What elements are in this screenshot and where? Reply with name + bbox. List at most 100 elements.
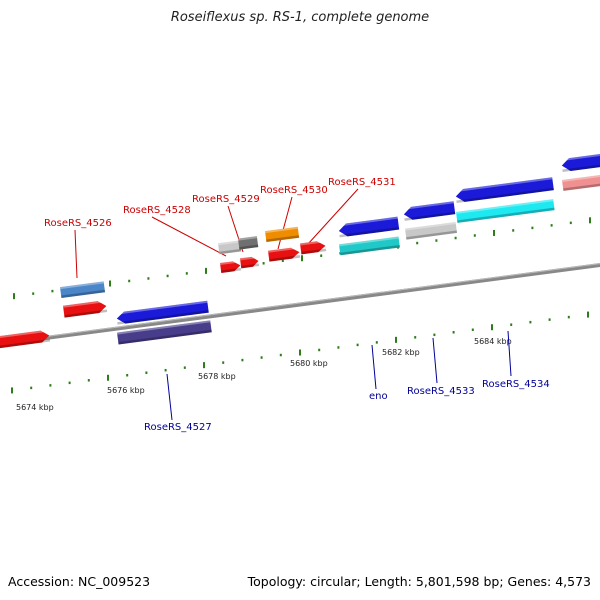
gene-feature[interactable] — [0, 329, 51, 349]
gene-features[interactable] — [0, 153, 600, 349]
gene-highlight — [403, 201, 454, 210]
gene-shadow — [456, 187, 554, 203]
gene-shadow — [301, 248, 327, 255]
gene-body — [300, 241, 326, 255]
gene-label-top: RoseRS_4530 — [260, 185, 328, 196]
scale-label: 5674 kbp — [16, 403, 54, 412]
gene-feature[interactable] — [338, 216, 400, 238]
scale-label: 5680 kbp — [290, 359, 328, 368]
gene-shadow — [220, 267, 242, 273]
gene-highlight — [218, 240, 241, 246]
gene-highlight — [60, 281, 104, 290]
gene-body — [405, 222, 457, 240]
gene-shadow — [457, 207, 555, 223]
leader-line-bottom — [166, 373, 173, 421]
gene-highlight — [240, 256, 259, 261]
gene-shadow — [64, 309, 108, 318]
scale-labels: 5674 kbp 5676 kbp 5678 kbp 5680 kbp 5682 kbp… — [16, 337, 512, 412]
gene-highlight — [339, 236, 399, 247]
gene-labels: RoseRS_4526RoseRS_4528RoseRS_4529RoseRS_… — [44, 177, 550, 433]
gene-highlight — [456, 199, 554, 214]
scale-label: 5682 kbp — [382, 348, 420, 357]
gene-shadow — [239, 244, 259, 250]
gene-body — [220, 261, 241, 273]
leader-line-top — [277, 196, 293, 250]
gene-body — [268, 247, 300, 262]
gene-feature[interactable] — [117, 320, 212, 345]
gene-feature[interactable] — [405, 222, 457, 240]
gene-body — [218, 240, 242, 255]
gene-feature[interactable] — [218, 240, 242, 255]
gene-feature[interactable] — [240, 256, 260, 269]
scale-label: 5678 kbp — [198, 372, 236, 381]
gene-feature[interactable] — [60, 281, 106, 299]
gene-highlight — [117, 320, 211, 335]
gene-body — [0, 330, 50, 349]
gene-body — [561, 153, 600, 171]
gene-body — [63, 301, 107, 318]
gene-feature[interactable] — [268, 246, 301, 262]
gene-highlight — [0, 329, 49, 339]
gene-feature[interactable] — [561, 153, 600, 173]
gene-body — [116, 300, 209, 324]
gene-feature[interactable] — [455, 177, 554, 203]
gene-body — [562, 174, 600, 191]
leader-line-top — [151, 216, 227, 257]
gene-label-top: RoseRS_4526 — [44, 218, 112, 229]
gene-body — [60, 281, 106, 299]
gene-shadow — [266, 235, 300, 243]
page-title: Roseiflexus sp. RS-1, complete genome — [170, 10, 430, 25]
gene-body — [456, 199, 555, 223]
gene-shadow — [339, 227, 400, 238]
gene-body — [338, 216, 400, 237]
gene-highlight — [562, 174, 600, 182]
gene-label-top: RoseRS_4529 — [192, 194, 260, 205]
gene-shadow — [61, 289, 106, 299]
gene-feature[interactable] — [63, 300, 108, 318]
backbone-line — [0, 263, 600, 346]
genome-backbone — [0, 263, 600, 346]
gene-label-bottom: eno — [369, 391, 388, 402]
gene-feature[interactable] — [562, 174, 600, 191]
scale-label: 5684 kbp — [474, 337, 512, 346]
gene-feature[interactable] — [116, 300, 209, 325]
gene-shadow — [240, 263, 260, 269]
gene-highlight — [265, 226, 298, 234]
gene-shadow — [117, 310, 209, 325]
gene-body — [117, 320, 212, 345]
gene-feature[interactable] — [220, 260, 242, 273]
backbone-highlight — [0, 263, 600, 344]
gene-body — [265, 226, 300, 243]
leader-line-top — [74, 229, 78, 279]
gene-label-bottom: RoseRS_4534 — [482, 379, 550, 390]
gene-highlight — [300, 240, 326, 246]
gene-highlight — [268, 246, 299, 253]
gene-body — [455, 177, 554, 202]
gene-feature[interactable] — [456, 199, 555, 223]
leader-line-bottom — [507, 330, 512, 377]
leader-line-top — [307, 188, 359, 245]
gene-shadow — [404, 211, 456, 221]
gene-feature[interactable] — [265, 226, 300, 243]
gene-highlight — [338, 216, 398, 227]
leader-line-bottom — [371, 344, 377, 390]
gene-body — [403, 201, 456, 220]
gene-highlight — [455, 177, 553, 193]
leader-line-bottom — [432, 337, 438, 384]
scale-label: 5676 kbp — [107, 386, 145, 395]
gene-feature[interactable] — [339, 236, 400, 256]
gene-label-bottom: RoseRS_4533 — [407, 386, 475, 397]
gene-body — [238, 236, 259, 250]
leader-lines — [74, 188, 512, 421]
gene-feature[interactable] — [403, 201, 456, 221]
gene-shadow — [563, 182, 600, 191]
gene-shadow — [562, 163, 600, 173]
gene-feature[interactable] — [300, 240, 327, 255]
gene-shadow — [219, 248, 242, 255]
gene-feature[interactable] — [238, 236, 259, 250]
gene-shadow — [406, 230, 457, 240]
gene-label-top: RoseRS_4531 — [328, 177, 396, 188]
gene-shadow — [340, 244, 400, 256]
gene-label-top: RoseRS_4528 — [123, 205, 191, 216]
